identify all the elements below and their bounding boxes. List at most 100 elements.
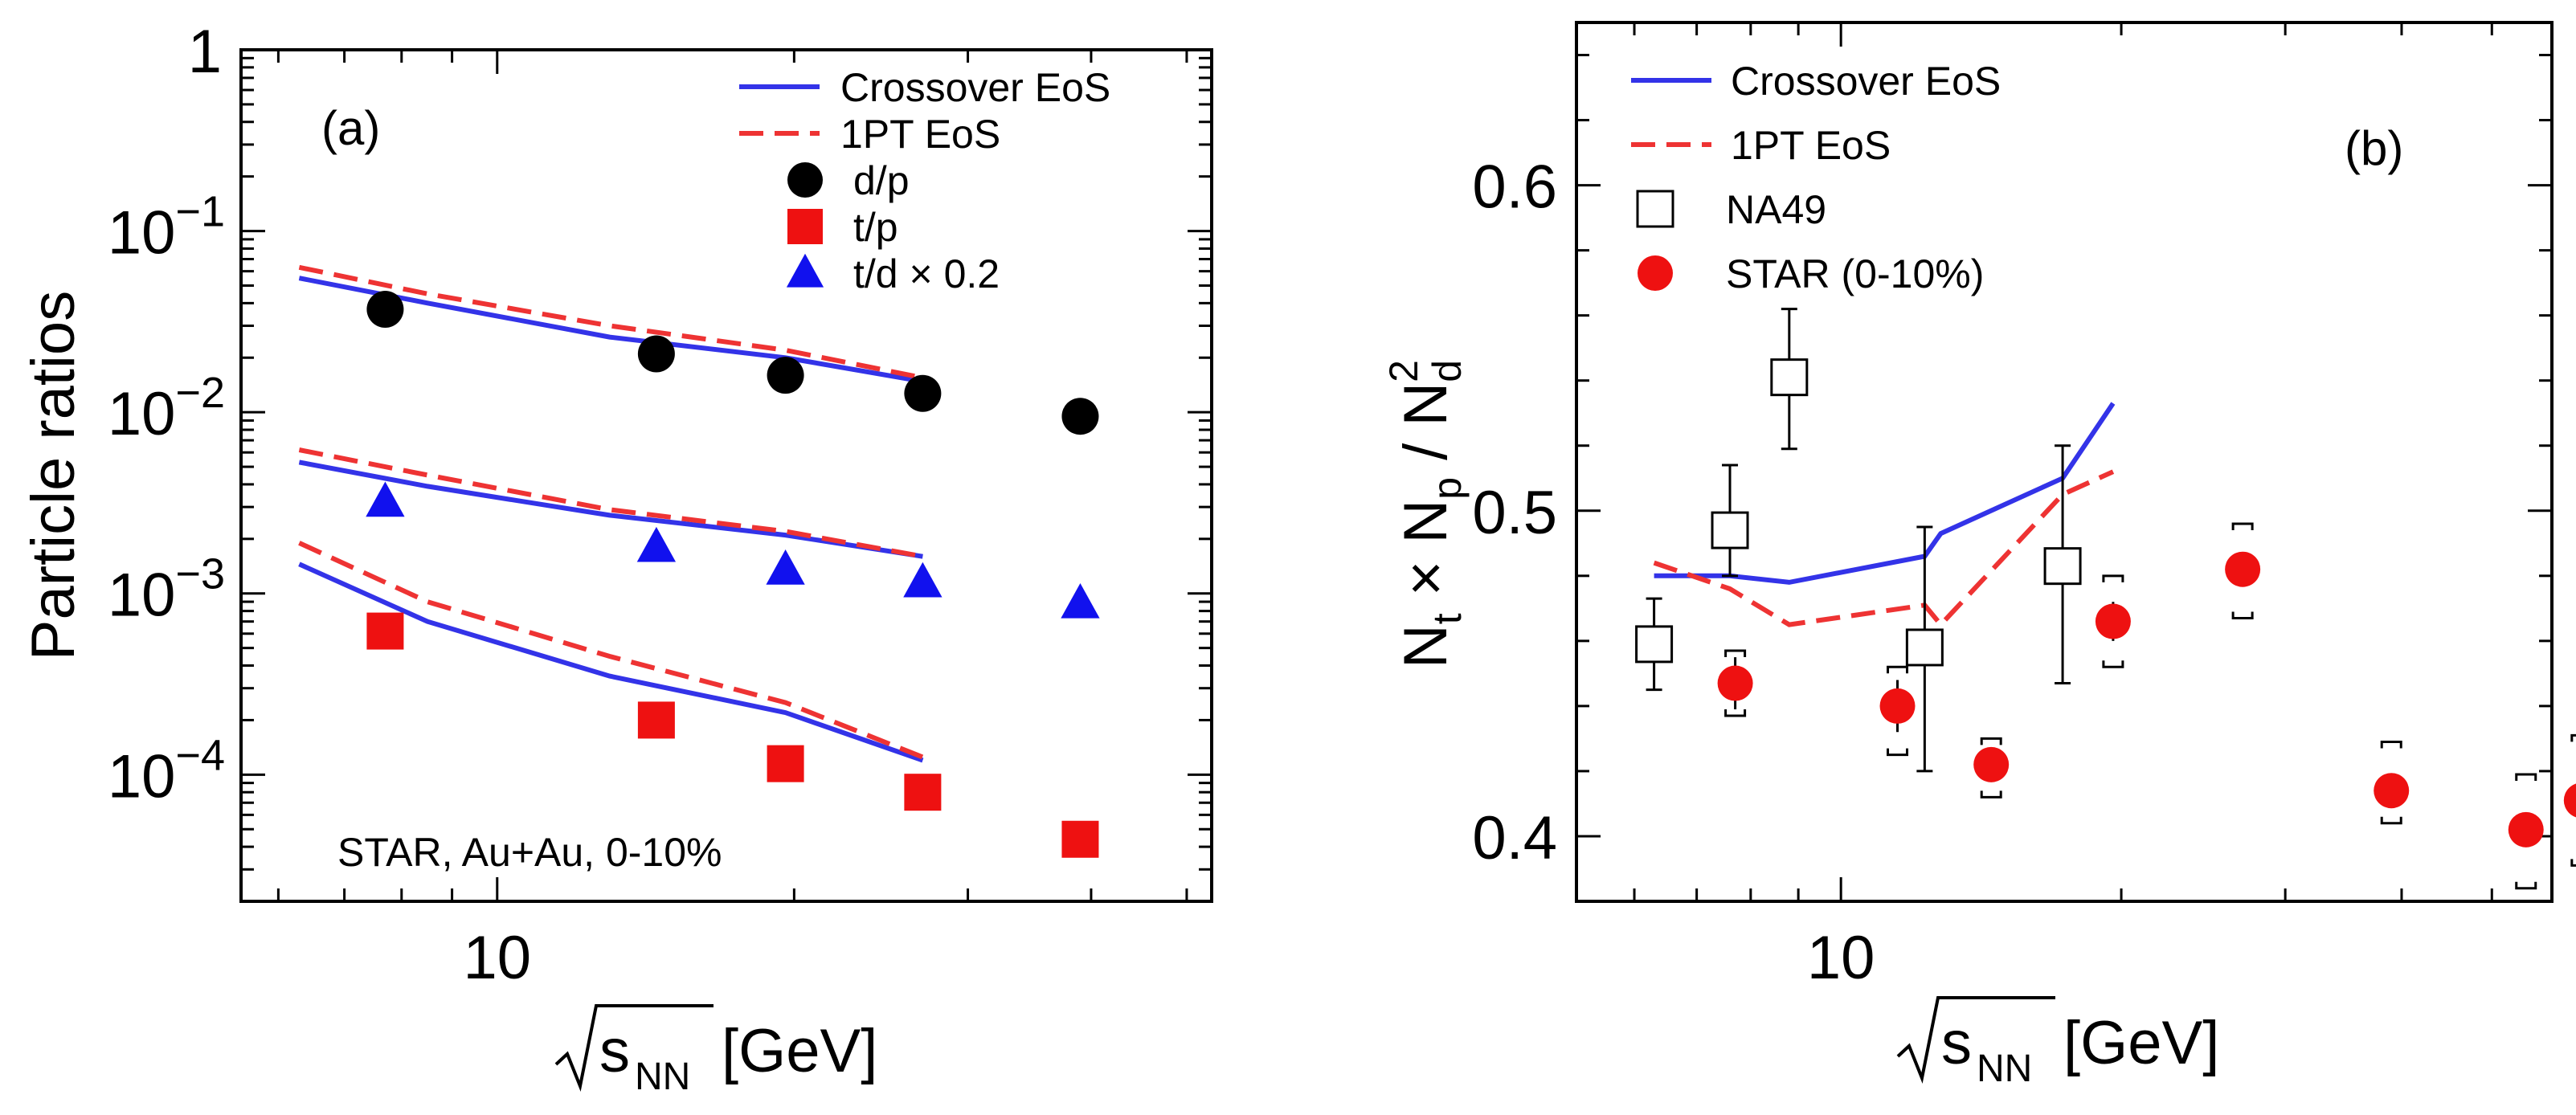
panel-b-data-points <box>1635 308 2576 890</box>
panel-a-data-points <box>366 290 1100 858</box>
sys-low-star-0-10-6 <box>2515 881 2537 890</box>
line-crossover-t-p <box>298 562 924 763</box>
point-na49-1 <box>1711 511 1749 549</box>
sys-low-star-0-10-5 <box>2380 816 2402 825</box>
y-tick-label-10-4: 10−4 <box>108 731 225 811</box>
sys-high-star-0-10-6 <box>2515 773 2537 781</box>
x-tick-label-10: 10 <box>1807 924 1875 992</box>
legend-marker-star-0-10 <box>1638 255 1673 291</box>
point-t-d-0-2-3 <box>903 562 942 598</box>
line-1pt-t-d-0-2 <box>298 447 923 559</box>
sys-low-star-0-10-1 <box>1887 748 1909 757</box>
panel-a-ticks <box>241 48 1212 903</box>
panel-b-y-axis-label: Nt × Np / Nd2 <box>1381 360 1470 668</box>
sys-high-star-0-10-2 <box>1980 737 2002 745</box>
x-label-sub-a: NN <box>635 1056 690 1098</box>
point-star-0-10-6 <box>2508 811 2544 847</box>
y-tick-exponent: −3 <box>175 550 225 598</box>
panel-a-model-lines <box>298 264 924 763</box>
y-tick-label-1: 1 <box>188 18 222 86</box>
y-tick-base: 10 <box>108 380 176 448</box>
y-tick-label-10-1: 10−1 <box>108 188 225 268</box>
point-t-p-4 <box>1061 820 1099 858</box>
panel-b-label: (b) <box>2345 121 2403 175</box>
legend-label-1pt-eos: 1PT EoS <box>1731 123 1891 168</box>
legend-marker-d-p <box>787 162 823 198</box>
point-star-0-10-7 <box>2563 783 2576 818</box>
x-label-unit-b: [GeV] <box>2063 1009 2219 1077</box>
y-tick-base: 10 <box>108 199 176 268</box>
y-b-times: × N <box>1392 500 1460 614</box>
sys-low-star-0-10-4 <box>2231 611 2254 619</box>
panel-a-y-axis-label: Particle ratios <box>19 291 88 660</box>
y-tick-exponent: −1 <box>175 188 225 236</box>
sys-low-star-0-10-0 <box>1724 709 1747 717</box>
y-b-sub-p: p <box>1425 477 1470 500</box>
panel-b: 10 0.4 0.5 0.6 (b) Nt × Np / Nd2 s NN [GeV]… <box>1381 21 2576 1090</box>
legend-label-crossover-eos: Crossover EoS <box>840 65 1110 110</box>
sqrt-symbol-a <box>554 1004 714 1092</box>
point-star-0-10-1 <box>1879 688 1916 724</box>
y-tick-exponent: −2 <box>175 369 225 417</box>
point-na49-4 <box>2043 547 2082 586</box>
y-b-sup-2: 2 <box>1381 360 1426 382</box>
sys-high-star-0-10-0 <box>1724 649 1747 658</box>
point-star-0-10-5 <box>2374 773 2410 809</box>
point-t-d-0-2-1 <box>636 526 677 562</box>
y-tick-label-10-2: 10−2 <box>108 369 225 448</box>
line-crossover-t-d-0-2 <box>298 459 923 559</box>
y-tick-label-10-3: 10−3 <box>108 550 225 630</box>
legend-label-crossover-eos: Crossover EoS <box>1731 59 2001 104</box>
point-t-p-3 <box>904 774 942 811</box>
point-d-p-4 <box>1061 398 1099 435</box>
point-star-0-10-0 <box>1717 665 1753 701</box>
sys-high-star-0-10-3 <box>2102 574 2124 582</box>
x-label-sub-b: NN <box>1977 1048 2032 1090</box>
sys-low-star-0-10-7 <box>2570 859 2576 867</box>
panel-a-label: (a) <box>321 101 380 155</box>
y-b-sub-d: d <box>1425 360 1470 382</box>
point-star-0-10-4 <box>2225 551 2261 587</box>
y-b-n1: N <box>1392 624 1460 668</box>
x-tick-label-10: 10 <box>463 924 531 992</box>
sys-low-star-0-10-3 <box>2102 660 2124 668</box>
point-t-p-0 <box>366 612 404 650</box>
panel-b-x-axis-label: s NN [GeV] <box>1896 996 2219 1090</box>
line-1pt-d-p <box>298 264 923 381</box>
legend-label-1pt-eos: 1PT EoS <box>840 112 1000 157</box>
sys-low-star-0-10-2 <box>1980 790 2002 798</box>
point-t-d-0-2-4 <box>1061 582 1100 619</box>
point-t-d-0-2-2 <box>766 549 805 585</box>
panel-b-ticks <box>1576 22 2552 903</box>
legend-marker-na49 <box>1636 190 1674 228</box>
point-na49-0 <box>1635 625 1674 664</box>
x-label-s-b: s <box>1941 1009 1972 1077</box>
legend-marker-t-d-0-2 <box>786 253 824 288</box>
panel-a-x-axis-label: s NN [GeV] <box>554 1004 877 1098</box>
panel-b-frame <box>1575 21 2554 903</box>
sys-high-star-0-10-1 <box>1887 665 1909 674</box>
sys-high-star-0-10-7 <box>2570 733 2576 742</box>
legend-label-d-p: d/p <box>853 158 910 203</box>
point-na49-3 <box>1905 628 1944 667</box>
y-tick-base: 10 <box>108 742 176 811</box>
point-d-p-3 <box>904 374 942 412</box>
y-b-sub-t: t <box>1425 613 1470 624</box>
y-b-slash: / N <box>1392 382 1460 477</box>
point-star-0-10-2 <box>1973 746 2010 782</box>
panel-b-legend: Crossover EoS 1PT EoS NA49 STAR (0-10%) <box>1631 59 2001 296</box>
point-t-p-1 <box>637 701 675 739</box>
x-label-s-a: s <box>599 1017 630 1085</box>
panel-b-y-label-text: Nt × Np / Nd2 <box>1381 360 1470 668</box>
y-tick-label-0-6: 0.6 <box>1472 153 1557 222</box>
point-t-d-0-2-0 <box>366 481 405 517</box>
legend-label-t-p: t/p <box>853 205 898 250</box>
panel-a-frame <box>239 48 1213 903</box>
sqrt-symbol-b <box>1896 996 2055 1084</box>
point-d-p-0 <box>366 290 404 328</box>
sys-high-star-0-10-5 <box>2380 740 2402 749</box>
point-na49-2 <box>1770 358 1809 397</box>
